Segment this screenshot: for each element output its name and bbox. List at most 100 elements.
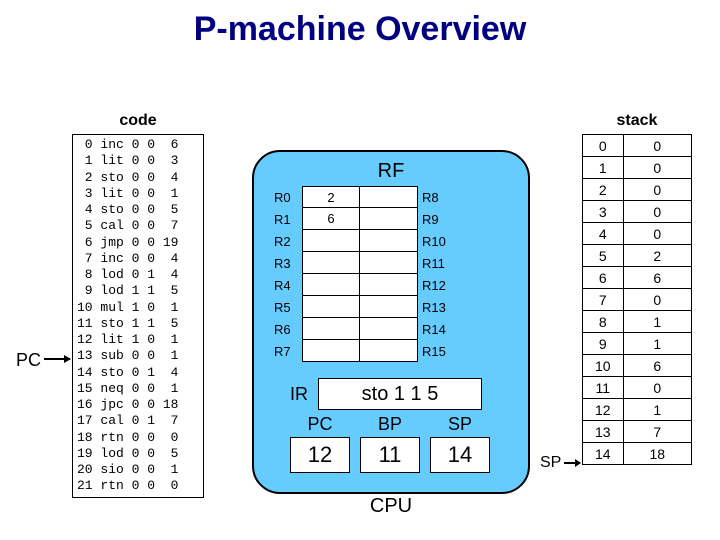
code-row: 0 inc 0 0 6 <box>77 137 199 153</box>
stack-value: 0 <box>624 179 692 201</box>
code-row: 13 sub 0 0 1 <box>77 348 199 364</box>
stack-row: 121 <box>583 399 692 421</box>
bp-register-label: BP <box>360 414 420 435</box>
stack-row: 52 <box>583 245 692 267</box>
rf-left-label: R4 <box>272 274 302 296</box>
rf-right-cell <box>360 230 418 252</box>
code-row: 14 sto 0 1 4 <box>77 365 199 381</box>
stack-row: 110 <box>583 377 692 399</box>
cpu-heading: CPU <box>370 495 412 518</box>
pc-register-label: PC <box>290 414 350 435</box>
rf-right-cell <box>360 186 418 208</box>
code-row: 6 jmp 0 0 19 <box>77 235 199 251</box>
pc-register-value: 12 <box>290 437 350 473</box>
stack-row: 70 <box>583 289 692 311</box>
rf-right-label: R15 <box>418 340 450 362</box>
rf-left-label: R0 <box>272 186 302 208</box>
stack-row: 106 <box>583 355 692 377</box>
stack-index: 12 <box>583 399 624 421</box>
stack-index: 5 <box>583 245 624 267</box>
rf-left-cell <box>302 318 360 340</box>
stack-index: 2 <box>583 179 624 201</box>
stack-row: 91 <box>583 333 692 355</box>
stack-index: 6 <box>583 267 624 289</box>
stack-value: 6 <box>624 355 692 377</box>
stack-value: 1 <box>624 399 692 421</box>
rf-left-label: R6 <box>272 318 302 340</box>
code-row: 7 inc 0 0 4 <box>77 251 199 267</box>
pc-pointer-label: PC <box>16 350 41 371</box>
stack-row: 20 <box>583 179 692 201</box>
code-row: 8 lod 0 1 4 <box>77 267 199 283</box>
rf-left-label: R3 <box>272 252 302 274</box>
rf-left-label: R5 <box>272 296 302 318</box>
stack-value: 0 <box>624 377 692 399</box>
rf-left-cell: 6 <box>302 208 360 230</box>
ir-row: IR sto 1 1 5 <box>290 378 482 410</box>
stack-value: 2 <box>624 245 692 267</box>
stack-value: 0 <box>624 157 692 179</box>
code-row: 17 cal 0 1 7 <box>77 413 199 429</box>
code-row: 19 lod 0 0 5 <box>77 446 199 462</box>
rf-heading: RF <box>378 160 405 183</box>
rf-left-cell <box>302 230 360 252</box>
pc-arrow-icon <box>44 358 70 360</box>
stack-value: 0 <box>624 201 692 223</box>
code-row: 9 lod 1 1 5 <box>77 283 199 299</box>
ir-value-box: sto 1 1 5 <box>318 378 482 410</box>
stack-index: 3 <box>583 201 624 223</box>
stack-index: 7 <box>583 289 624 311</box>
ir-label: IR <box>290 384 308 405</box>
sp-register: SP 14 <box>430 414 490 473</box>
rf-right-cell <box>360 274 418 296</box>
stack-heading: stack <box>582 112 692 130</box>
rf-right-cell <box>360 252 418 274</box>
sp-register-value: 14 <box>430 437 490 473</box>
rf-left-label: R2 <box>272 230 302 252</box>
stack-row: 10 <box>583 157 692 179</box>
stack-value: 0 <box>624 135 692 157</box>
stack-table: 001020304052667081911061101211371418 <box>582 134 692 465</box>
rf-left-cell <box>302 252 360 274</box>
stack-index: 9 <box>583 333 624 355</box>
stack-index: 4 <box>583 223 624 245</box>
pc-register: PC 12 <box>290 414 350 473</box>
stack-index: 8 <box>583 311 624 333</box>
rf-right-cell <box>360 296 418 318</box>
rf-right-label: R12 <box>418 274 450 296</box>
code-heading: code <box>72 112 204 130</box>
code-row: 18 rtn 0 0 0 <box>77 430 199 446</box>
rf-left-cell: 2 <box>302 186 360 208</box>
bp-register: BP 11 <box>360 414 420 473</box>
rf-right-label: R14 <box>418 318 450 340</box>
sp-register-label: SP <box>430 414 490 435</box>
rf-left-cell <box>302 296 360 318</box>
cpu-panel: RF R02R8R16R9R2R10R3R11R4R12R5R13R6R14R7… <box>252 150 530 494</box>
rf-right-cell <box>360 208 418 230</box>
stack-value: 0 <box>624 289 692 311</box>
stack-value: 1 <box>624 333 692 355</box>
code-row: 4 sto 0 0 5 <box>77 202 199 218</box>
stack-value: 7 <box>624 421 692 443</box>
bp-register-value: 11 <box>360 437 420 473</box>
stack-index: 1 <box>583 157 624 179</box>
stack-row: 30 <box>583 201 692 223</box>
code-table: 0 inc 0 0 6 1 lit 0 0 3 2 sto 0 0 4 3 li… <box>72 134 204 498</box>
code-row: 21 rtn 0 0 0 <box>77 478 199 494</box>
stack-index: 0 <box>583 135 624 157</box>
code-row: 20 sio 0 0 1 <box>77 462 199 478</box>
register-file-grid: R02R8R16R9R2R10R3R11R4R12R5R13R6R14R7R15 <box>272 186 450 362</box>
rf-left-label: R1 <box>272 208 302 230</box>
rf-right-label: R11 <box>418 252 450 274</box>
stack-value: 6 <box>624 267 692 289</box>
rf-right-label: R13 <box>418 296 450 318</box>
stack-section: stack 0010203040526670819110611012113714… <box>582 112 692 465</box>
stack-row: 66 <box>583 267 692 289</box>
rf-left-label: R7 <box>272 340 302 362</box>
code-section: code 0 inc 0 0 6 1 lit 0 0 3 2 sto 0 0 4… <box>72 112 204 498</box>
stack-row: 137 <box>583 421 692 443</box>
code-row: 16 jpc 0 0 18 <box>77 397 199 413</box>
rf-left-cell <box>302 274 360 296</box>
stack-row: 81 <box>583 311 692 333</box>
rf-right-label: R8 <box>418 186 450 208</box>
